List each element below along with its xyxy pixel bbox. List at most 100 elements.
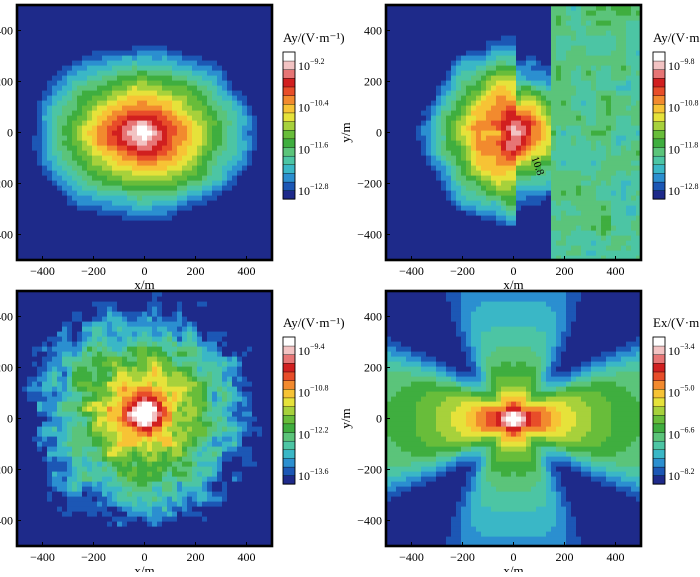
heatmap-cell [546,70,552,76]
heatmap-cell [406,70,412,76]
heatmap-cell [102,110,108,116]
heatmap-cell [177,40,183,46]
heatmap-cell [536,210,542,216]
heatmap-cell [406,125,412,131]
heatmap-cell [546,215,552,221]
heatmap-cell [72,140,78,146]
heatmap-cell [197,155,203,161]
heatmap-cell [47,145,53,151]
heatmap-cell [486,85,492,91]
heatmap-cell [401,195,407,201]
heatmap-cell [501,85,507,91]
heatmap-cell [461,230,467,236]
heatmap-cell [257,200,263,206]
heatmap-cell [571,10,577,16]
heatmap-cell [157,70,163,76]
heatmap-cell [531,80,537,86]
heatmap-cell [596,195,602,201]
heatmap-cell [476,160,482,166]
heatmap-cell [581,235,587,241]
heatmap-cell [466,10,472,16]
heatmap-cell [202,85,208,91]
heatmap-cell [416,240,422,246]
heatmap-cell [152,130,158,136]
heatmap-cell [476,35,482,41]
heatmap-cell [217,225,223,231]
heatmap-cell [182,115,188,121]
heatmap-cell [411,195,417,201]
heatmap-cell [566,250,572,256]
heatmap-cell [22,140,28,146]
heatmap-cell [466,105,472,111]
heatmap-cell [491,140,497,146]
heatmap-cell [192,160,198,166]
heatmap-cell [147,230,153,236]
heatmap-cell [82,130,88,136]
heatmap-cell [511,225,517,231]
heatmap-cell [401,185,407,191]
heatmap-cell [416,195,422,201]
heatmap-cell [511,135,517,141]
heatmap-cell [421,215,427,221]
heatmap-cell [57,240,63,246]
heatmap-cell [127,15,133,21]
heatmap-cell [187,180,193,186]
heatmap-cell [416,75,422,81]
heatmap-cell [401,60,407,66]
heatmap-cell [501,130,507,136]
heatmap-cell [62,65,68,71]
heatmap-cell [466,65,472,71]
heatmap-cell [541,65,547,71]
heatmap-cell [117,25,123,31]
heatmap-cell [137,230,143,236]
heatmap-cell [446,55,452,61]
heatmap-cell [601,240,607,246]
heatmap-cell [591,135,597,141]
heatmap-cell [416,80,422,86]
heatmap-cell [511,70,517,76]
heatmap-cell [496,100,502,106]
heatmap-cell [551,110,557,116]
heatmap-cell [117,40,123,46]
heatmap-cell [426,75,432,81]
heatmap-cell [157,205,163,211]
heatmap-cell [157,105,163,111]
heatmap-cell [536,195,542,201]
heatmap-cell [197,135,203,141]
heatmap-cell [476,50,482,56]
heatmap-cell [122,215,128,221]
heatmap-cell [416,180,422,186]
heatmap-cell [541,125,547,131]
heatmap-cell [541,45,547,51]
heatmap-cell [22,55,28,61]
y-tick-label: 400 [0,24,13,38]
heatmap-cell [227,190,233,196]
heatmap-cell [476,145,482,151]
heatmap-cell [476,180,482,186]
heatmap-cell [546,160,552,166]
heatmap-cell [52,25,58,31]
heatmap-cell [461,75,467,81]
heatmap-cell [262,240,268,246]
heatmap-cell [27,140,33,146]
heatmap-cell [406,205,412,211]
heatmap-cell [481,25,487,31]
heatmap-cell [551,45,557,51]
heatmap-cell [202,215,208,221]
heatmap-cell [72,135,78,141]
heatmap-cell [262,190,268,196]
heatmap-cell [576,40,582,46]
heatmap-cell [491,15,497,21]
heatmap-cell [511,55,517,61]
heatmap-cell [491,70,497,76]
heatmap-cell [571,235,577,241]
heatmap-cell [42,60,48,66]
heatmap-cell [596,45,602,51]
heatmap-cell [212,240,218,246]
heatmap-cell [431,230,437,236]
heatmap-cell [556,220,562,226]
heatmap-cell [591,155,597,161]
heatmap-cell [451,245,457,251]
heatmap-cell [571,200,577,206]
heatmap-cell [172,155,178,161]
